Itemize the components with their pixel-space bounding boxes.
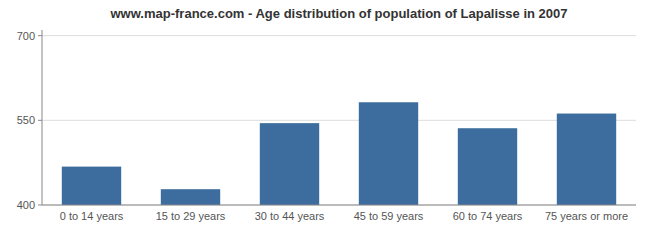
bar: [62, 167, 121, 205]
y-axis-line: [42, 30, 43, 205]
x-axis-line: [42, 205, 636, 206]
bar: [260, 123, 319, 205]
bar: [161, 189, 220, 205]
y-tick: [38, 205, 42, 206]
title: www.map-france.com - Age distribution of…: [110, 6, 568, 21]
y-tick: [38, 35, 42, 36]
grid-line: [42, 120, 636, 121]
grid-line: [42, 205, 636, 206]
y-tick-label: 550: [17, 114, 35, 126]
x-tick-label: 30 to 44 years: [255, 210, 325, 222]
chart: www.map-france.com - Age distribution of…: [0, 0, 650, 229]
x-tick-label: 0 to 14 years: [60, 210, 124, 222]
x-tick-label: 60 to 74 years: [453, 210, 523, 222]
x-tick-label: 45 to 59 years: [354, 210, 424, 222]
y-tick-label: 400: [17, 199, 35, 211]
bar: [359, 102, 418, 205]
grid-line: [42, 35, 636, 36]
bar: [458, 128, 517, 205]
y-tick: [38, 120, 42, 121]
grid: [42, 36, 636, 205]
bar: [557, 114, 616, 205]
bars: [62, 102, 616, 205]
x-tick-label: 75 years or more: [545, 210, 628, 222]
x-tick-label: 15 to 29 years: [156, 210, 226, 222]
y-tick-label: 700: [17, 30, 35, 42]
